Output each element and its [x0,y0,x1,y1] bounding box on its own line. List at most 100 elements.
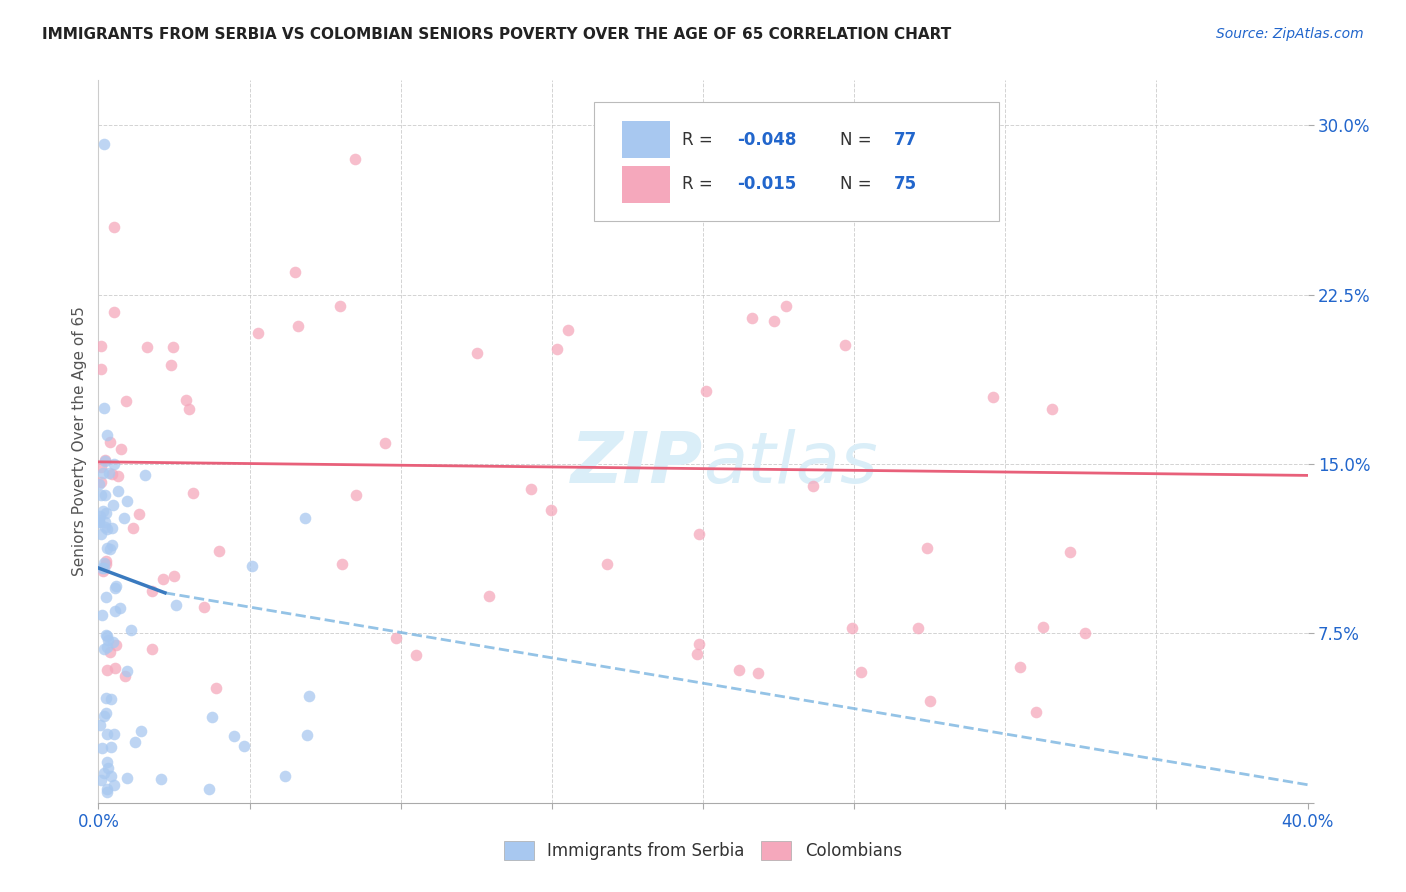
Point [246,326,269,340]
Point [160,358,183,372]
Point [165,599,187,613]
Point [90,362,112,376]
Point [112,511,135,525]
Point [152,572,174,586]
Point [94,454,117,468]
Point [94,507,117,521]
Point [94,453,117,467]
Point [120,624,142,638]
Point [94,487,117,501]
FancyBboxPatch shape [621,166,671,203]
Point [540,502,562,516]
Point [101,498,124,512]
Point [841,622,863,636]
Point [98,434,121,449]
Point [94,590,117,604]
Point [91,504,114,518]
Point [94,519,117,533]
Point [385,631,408,645]
Point [101,521,124,535]
Text: -0.015: -0.015 [737,176,796,194]
Point [90,561,112,575]
Point [405,648,427,662]
Point [93,561,115,575]
Point [741,311,763,326]
Text: 77: 77 [894,130,917,149]
Y-axis label: Seniors Poverty Over the Age of 65: Seniors Poverty Over the Age of 65 [72,307,87,576]
Point [104,661,127,675]
Point [93,401,115,415]
Point [93,765,115,780]
Point [546,342,568,356]
Point [181,486,204,500]
Point [103,304,125,318]
Point [96,727,118,741]
Point [1074,625,1097,640]
Point [100,769,122,783]
Point [104,604,127,618]
Point [96,640,118,654]
Point [94,557,117,571]
Point [96,522,118,536]
Point [747,666,769,681]
FancyBboxPatch shape [595,102,1000,221]
Point [695,384,717,399]
Point [150,772,173,787]
Point [374,435,396,450]
Point [557,323,579,337]
Text: N =: N = [839,176,876,194]
Point [141,583,163,598]
Point [96,663,118,677]
Point [97,632,120,647]
Point [98,645,121,659]
Point [274,769,297,783]
Point [201,710,224,724]
Point [96,782,118,797]
Point [90,339,112,353]
Point [128,508,150,522]
Point [688,637,710,651]
Point [87,476,110,491]
Point [96,553,118,567]
Point [101,467,124,482]
Point [105,579,128,593]
Point [97,466,120,480]
Point [91,467,114,481]
Point [801,479,824,493]
Point [763,314,786,328]
Point [284,265,307,279]
Point [115,393,138,408]
Point [91,607,114,622]
Point [96,755,118,769]
Text: 75: 75 [894,176,917,194]
Point [329,299,352,313]
Point [141,642,163,657]
Point [96,628,118,642]
Point [94,706,117,721]
Point [287,318,309,333]
Text: ZIP: ZIP [571,429,703,498]
Point [295,727,318,741]
Point [90,488,112,502]
Point [101,538,124,552]
Point [107,469,129,483]
Point [595,557,617,571]
Point [519,482,541,496]
Text: IMMIGRANTS FROM SERBIA VS COLOMBIAN SENIORS POVERTY OVER THE AGE OF 65 CORRELATI: IMMIGRANTS FROM SERBIA VS COLOMBIAN SENI… [42,27,952,42]
Point [775,299,797,313]
Point [344,488,367,502]
Point [465,346,488,360]
Point [94,690,117,705]
Point [100,691,122,706]
Point [222,729,245,743]
Point [162,340,184,354]
Point [91,564,114,578]
Point [1059,545,1081,559]
Point [918,694,941,708]
Point [96,627,118,641]
Point [90,527,112,541]
Point [93,642,115,657]
Point [232,739,254,754]
Point [179,401,201,416]
Point [478,589,501,603]
